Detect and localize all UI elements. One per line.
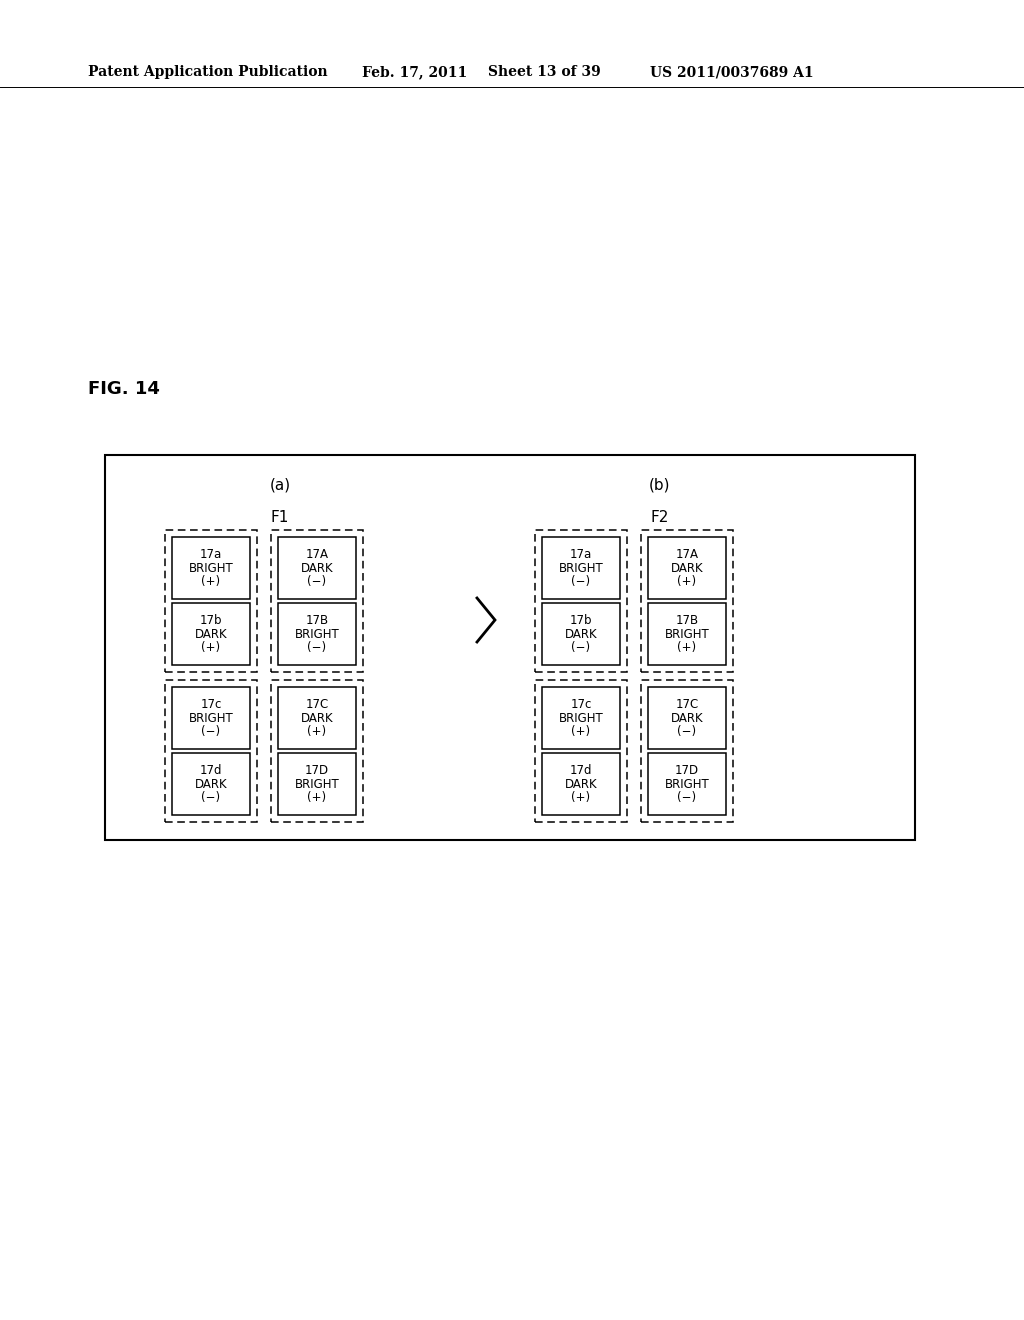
Text: Feb. 17, 2011: Feb. 17, 2011 [362,65,467,79]
Text: (b): (b) [649,478,671,492]
Text: 17D: 17D [305,764,329,777]
Text: US 2011/0037689 A1: US 2011/0037689 A1 [650,65,814,79]
Text: (+): (+) [202,576,220,589]
Text: DARK: DARK [564,777,597,791]
Bar [648,603,726,665]
Text: (a): (a) [269,478,291,492]
Bar [278,686,356,748]
Bar [165,531,257,672]
Text: 17A: 17A [676,548,698,561]
Text: (+): (+) [307,725,327,738]
Text: (−): (−) [307,642,327,655]
Text: DARK: DARK [671,561,703,574]
Text: F1: F1 [270,510,289,525]
Text: 17C: 17C [305,698,329,711]
Bar [535,680,627,822]
Text: (+): (+) [678,576,696,589]
Text: FIG. 14: FIG. 14 [88,380,160,399]
Bar [271,531,362,672]
Bar [172,752,250,814]
Text: 17D: 17D [675,764,699,777]
Bar [542,686,620,748]
Bar [641,531,733,672]
Bar [648,537,726,599]
Text: BRIGHT: BRIGHT [295,627,339,640]
Text: (−): (−) [678,791,696,804]
Bar [542,537,620,599]
Text: 17B: 17B [676,614,698,627]
Text: 17C: 17C [676,698,698,711]
Text: BRIGHT: BRIGHT [559,711,603,725]
Text: (−): (−) [307,576,327,589]
Text: DARK: DARK [301,561,334,574]
Text: BRIGHT: BRIGHT [188,561,233,574]
Text: DARK: DARK [671,711,703,725]
Bar [648,686,726,748]
Bar [542,603,620,665]
Text: 17b: 17b [200,614,222,627]
Text: BRIGHT: BRIGHT [559,561,603,574]
Bar [165,680,257,822]
Text: (+): (+) [571,791,591,804]
Text: 17c: 17c [570,698,592,711]
Text: (−): (−) [571,642,591,655]
Bar [105,455,915,840]
Text: (−): (−) [202,725,220,738]
Text: 17a: 17a [200,548,222,561]
Text: 17a: 17a [570,548,592,561]
Text: 17A: 17A [305,548,329,561]
Text: 17c: 17c [201,698,221,711]
Text: (−): (−) [571,576,591,589]
Bar [172,537,250,599]
Text: DARK: DARK [301,711,334,725]
Bar [542,752,620,814]
Bar [641,680,733,822]
Text: (−): (−) [678,725,696,738]
Bar [278,537,356,599]
Text: 17d: 17d [200,764,222,777]
Text: (−): (−) [202,791,220,804]
Text: (+): (+) [202,642,220,655]
Text: BRIGHT: BRIGHT [295,777,339,791]
Text: 17B: 17B [305,614,329,627]
Text: 17b: 17b [569,614,592,627]
Text: F2: F2 [651,510,670,525]
Text: (+): (+) [307,791,327,804]
Text: Sheet 13 of 39: Sheet 13 of 39 [488,65,601,79]
Text: Patent Application Publication: Patent Application Publication [88,65,328,79]
Bar [648,752,726,814]
Text: DARK: DARK [195,777,227,791]
Bar [278,603,356,665]
Text: 17d: 17d [569,764,592,777]
Bar [278,752,356,814]
Text: BRIGHT: BRIGHT [188,711,233,725]
Text: (+): (+) [571,725,591,738]
Bar [172,686,250,748]
Text: BRIGHT: BRIGHT [665,627,710,640]
Text: DARK: DARK [564,627,597,640]
Text: DARK: DARK [195,627,227,640]
Bar [535,531,627,672]
Bar [172,603,250,665]
Text: BRIGHT: BRIGHT [665,777,710,791]
Bar [271,680,362,822]
Text: (+): (+) [678,642,696,655]
